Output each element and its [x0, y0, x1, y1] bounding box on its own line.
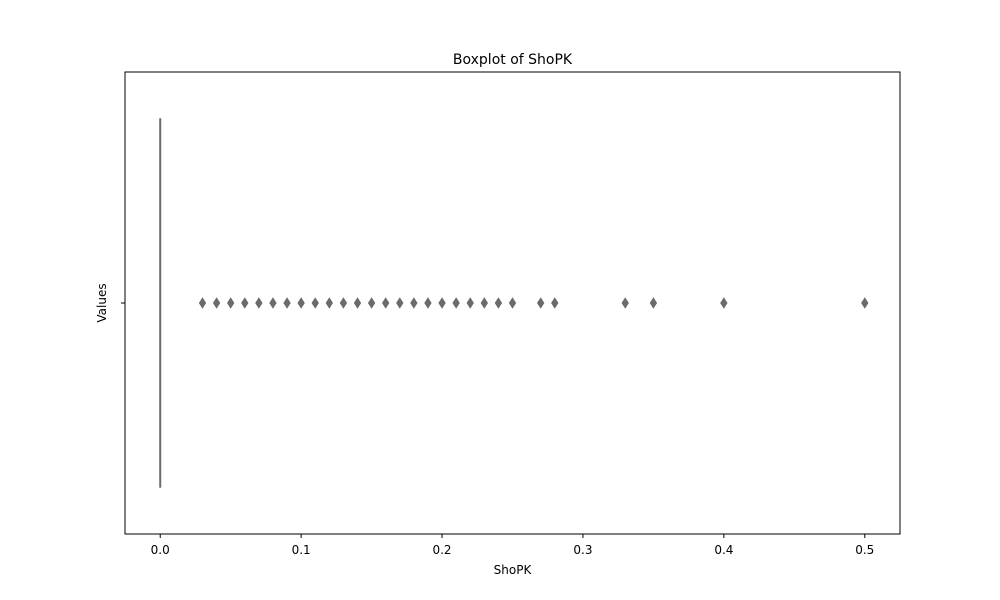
outlier-marker — [466, 297, 474, 309]
outlier-marker — [649, 297, 658, 309]
outlier-marker — [480, 297, 488, 309]
outlier-marker — [861, 297, 869, 309]
x-tick-label: 0.5 — [855, 543, 874, 557]
outlier-points — [198, 297, 869, 309]
outlier-marker — [227, 297, 235, 309]
outlier-marker — [255, 297, 263, 309]
outlier-marker — [720, 297, 728, 309]
outlier-marker — [353, 297, 362, 309]
x-tick-label: 0.4 — [714, 543, 733, 557]
outlier-marker — [241, 297, 249, 309]
y-axis-label: Values — [95, 283, 109, 322]
outlier-marker — [382, 297, 390, 309]
outlier-marker — [551, 297, 559, 309]
x-tick-label: 0.0 — [151, 543, 170, 557]
outlier-marker — [537, 297, 545, 309]
outlier-marker — [438, 297, 446, 309]
outlier-marker — [621, 297, 629, 309]
outlier-marker — [508, 297, 517, 309]
outlier-marker — [297, 297, 305, 309]
x-axis-ticks: 0.0 0.1 0.2 0.3 0.4 0.5 — [151, 534, 874, 557]
outlier-marker — [269, 297, 277, 309]
x-tick-label: 0.1 — [292, 543, 311, 557]
outlier-marker — [339, 297, 348, 309]
outlier-marker — [311, 297, 319, 309]
chart-title: Boxplot of ShoPK — [453, 52, 573, 68]
outlier-marker — [325, 297, 333, 309]
x-tick-label: 0.2 — [432, 543, 451, 557]
outlier-marker — [396, 297, 404, 309]
outlier-marker — [367, 297, 376, 309]
outlier-marker — [410, 297, 418, 309]
x-axis-label: ShoPK — [494, 563, 533, 577]
outlier-marker — [452, 297, 460, 309]
outlier-marker — [283, 297, 291, 309]
x-tick-label: 0.3 — [573, 543, 592, 557]
outlier-marker — [494, 297, 503, 309]
outlier-marker — [198, 297, 207, 309]
outlier-marker — [424, 297, 432, 309]
outlier-marker — [212, 297, 221, 309]
